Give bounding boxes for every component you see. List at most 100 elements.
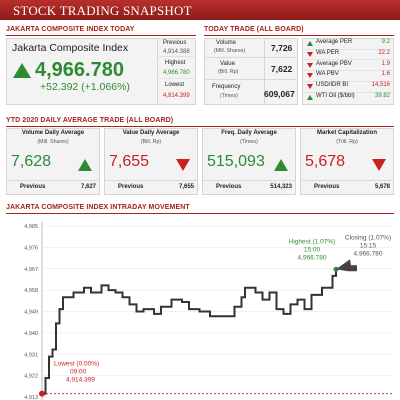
- indicator-label: WTI Oil ($/bbl): [316, 93, 355, 99]
- header-bar: STOCK TRADING SNAPSHOT: [0, 0, 400, 20]
- y-tick-label: 4,985: [24, 224, 38, 230]
- jci-name: Jakarta Composite Index: [12, 42, 129, 54]
- ytd-card-value: 7,655: [109, 153, 150, 170]
- y-tick-label: 4,949: [24, 310, 38, 316]
- indicator-value: 14,516: [371, 82, 390, 89]
- jci-previous-value: 4,914.388: [163, 49, 190, 55]
- jci-section-underline: [6, 35, 196, 36]
- triangle-up-icon: [274, 159, 288, 171]
- today-trade-sub: (Mill. Shares): [214, 48, 246, 54]
- jci-highest-value: 4,966.780: [163, 70, 190, 76]
- ytd-card-value: 515,093: [207, 153, 265, 170]
- indicator-separator: [303, 91, 393, 93]
- y-tick-label: 4,922: [24, 374, 38, 380]
- today-trade-label: Volume: [216, 40, 237, 46]
- ytd-card-previous-value: 5,678: [374, 184, 390, 190]
- today-trade-underline: [204, 35, 394, 36]
- indicator-label: Average PER: [316, 39, 353, 45]
- ytd-card-previous-label: Previous: [216, 184, 242, 190]
- jci-change: +52.392 (+1.066%): [40, 81, 130, 93]
- indicator-separator: [303, 80, 393, 82]
- ytd-card-label: Value Daily Average: [122, 130, 180, 136]
- ytd-card-value: 7,628: [11, 153, 52, 170]
- today-trade-card: [204, 38, 298, 105]
- ytd-card-previous-label: Previous: [20, 184, 46, 190]
- indicator-label: Average PBV: [316, 60, 352, 67]
- y-tick-label: 4,976: [24, 245, 38, 251]
- jci-section-title: JAKARTA COMPOSITE INDEX TODAY: [6, 26, 135, 33]
- highest-annotation-value: 4,966.780: [298, 254, 327, 261]
- jci-lowest-value: 4,914.399: [163, 93, 190, 99]
- today-trade-divider: [264, 38, 265, 105]
- today-trade-value: 7,622: [271, 64, 293, 74]
- ytd-card-separator: [105, 180, 197, 181]
- indicator-value: 9.2: [381, 39, 390, 45]
- jci-card: [6, 38, 196, 105]
- indicator-value: 1.9: [381, 60, 390, 67]
- jci-row-separator: [158, 78, 196, 79]
- indicator-separator: [303, 48, 393, 50]
- ytd-card-sub: (Trill. Rp): [336, 139, 358, 145]
- intraday-chart: 4,985 4,976 4,967 4,958 4,949 4,940 4,931 4,922…: [24, 222, 392, 400]
- closing-point-marker: [336, 259, 357, 272]
- jci-lowest-label: Lowest: [165, 82, 185, 88]
- intraday-section-title: JAKARTA COMPOSITE INDEX INTRADAY MOVEMEN…: [6, 204, 190, 211]
- ytd-card-sub: (Mill. Shares): [37, 139, 69, 145]
- ytd-card-value: 5,678: [305, 153, 346, 170]
- highest-annotation-time: 15:00: [304, 246, 321, 253]
- jci-divider: [157, 38, 158, 105]
- triangle-down-icon: [372, 159, 386, 171]
- page-title: STOCK TRADING SNAPSHOT: [13, 3, 192, 18]
- lowest-annotation-label: Lowest (0.00%): [54, 361, 99, 368]
- today-trade-value: 609,067: [264, 89, 295, 99]
- lowest-annotation-time: 09:00: [70, 369, 87, 376]
- ytd-section-title: YTD 2020 DAILY AVERAGE TRADE (ALL BOARD): [6, 117, 174, 124]
- ytd-card-previous-value: 7,655: [178, 184, 194, 190]
- today-trade-sub: (Bill. Rp): [218, 69, 239, 75]
- ytd-card-label: Volume Daily Average: [21, 130, 85, 136]
- indicator-separator: [303, 59, 393, 61]
- triangle-down-icon: [307, 84, 313, 90]
- triangle-up-icon: [78, 159, 92, 171]
- today-trade-section-title: TODAY TRADE (ALL BOARD): [204, 26, 304, 33]
- closing-annotation-value: 4,966.780: [354, 250, 383, 257]
- triangle-up-icon: [307, 95, 313, 100]
- ytd-card-previous-value: 514,323: [270, 184, 292, 190]
- today-trade-label: Frequency: [212, 84, 241, 90]
- ytd-card-label: Freq. Daily Average: [221, 130, 277, 136]
- triangle-down-icon: [307, 62, 313, 68]
- y-tick-label: 4,958: [24, 288, 38, 294]
- today-trade-label: Value: [220, 61, 235, 67]
- intraday-section-underline: [6, 213, 394, 214]
- indicator-value: 22.2: [378, 49, 390, 56]
- today-trade-row-separator: [205, 79, 297, 80]
- jci-row-separator: [158, 56, 196, 57]
- closing-annotation-time: 15:15: [360, 242, 377, 249]
- ytd-card-sub: (Bill. Rp): [140, 139, 162, 145]
- indicator-label: USD/IDR BI: [316, 82, 349, 89]
- indicator-separator: [303, 70, 393, 72]
- jci-highest-label: Highest: [165, 60, 186, 66]
- ytd-card-previous-value: 7,627: [80, 184, 96, 190]
- today-trade-value: 7,726: [271, 43, 293, 53]
- intraday-series-line: [42, 269, 337, 395]
- ytd-card-separator: [203, 180, 295, 181]
- y-tick-label: 4,913: [24, 395, 38, 400]
- triangle-down-icon: [176, 159, 190, 171]
- jci-value: 4,966.780: [35, 59, 124, 81]
- triangle-down-icon: [307, 51, 313, 57]
- jci-up-arrow-icon: [13, 63, 31, 78]
- ytd-card-separator: [301, 180, 393, 181]
- y-tick-label: 4,967: [24, 267, 38, 273]
- y-tick-label: 4,931: [24, 352, 38, 358]
- ytd-card-previous-label: Previous: [314, 184, 340, 190]
- triangle-down-icon: [307, 73, 313, 79]
- highest-point-marker: [333, 266, 339, 272]
- ytd-card-separator: [7, 180, 99, 181]
- y-tick-label: 4,940: [24, 331, 38, 337]
- ytd-card-label: Market Capitalization: [316, 130, 377, 136]
- ytd-card-sub: (Times): [240, 139, 258, 145]
- ytd-card-previous-label: Previous: [118, 184, 144, 190]
- closing-annotation-label: Closing (1.07%): [345, 234, 391, 241]
- indicator-value: 39.82: [374, 93, 390, 99]
